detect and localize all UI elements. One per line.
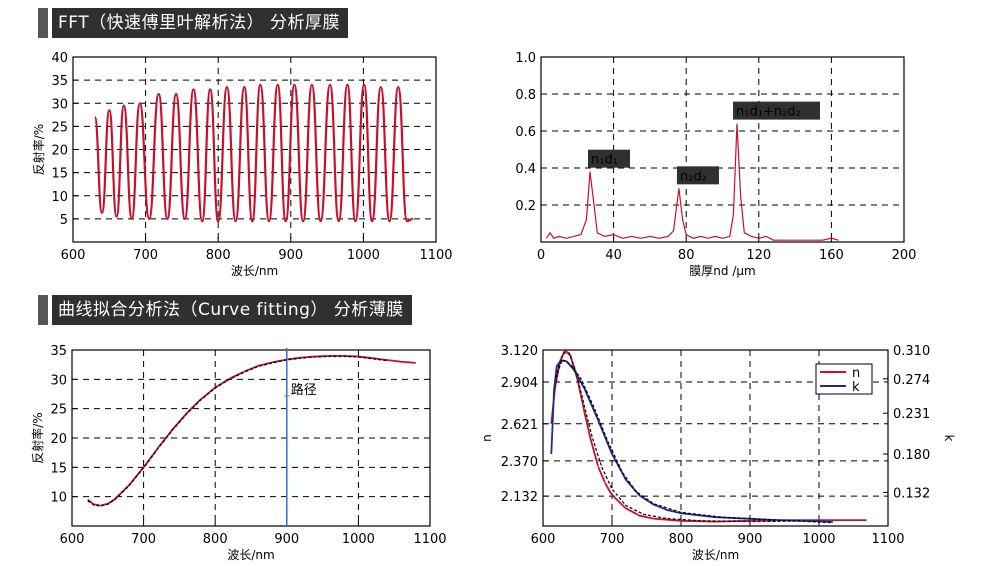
y-tick-label: 20 [51, 144, 68, 159]
x-tick-label: 800 [206, 248, 231, 263]
section-header-curve-fit: 曲线拟合分析法（Curve fitting） 分析薄膜 [38, 295, 452, 325]
y-right-tick-label: 0.180 [893, 448, 930, 463]
peak-annotation-label: n₂d₂ [680, 169, 707, 184]
y-tick-label: 25 [50, 403, 67, 418]
series-line-measured [87, 354, 416, 507]
peak-annotation-label: n₁d₁ [591, 153, 618, 168]
x-tick-label: 1000 [342, 532, 375, 547]
x-tick-label: 1100 [413, 532, 446, 547]
x-tick-label: 600 [60, 532, 85, 547]
y-tick-label: 35 [51, 74, 68, 89]
y-tick-label: 2.370 [501, 455, 538, 470]
y-tick-label: 0.8 [515, 88, 536, 103]
y-right-axis-label: k [942, 435, 956, 442]
x-tick-label: 1000 [802, 532, 835, 547]
y-tick-label: 10 [50, 491, 67, 506]
cursor-label: 路径 [291, 382, 317, 398]
series-line-undefined [545, 123, 839, 241]
x-tick-label: 900 [278, 248, 303, 263]
peak-annotation-box [676, 166, 719, 185]
y-tick-label: 0.6 [515, 125, 536, 140]
x-tick-label: 160 [819, 248, 844, 263]
x-tick-label: 1100 [871, 532, 904, 547]
y-right-tick-label: 0.231 [893, 407, 930, 422]
x-tick-label: 700 [131, 532, 156, 547]
series-line-reflectance [93, 83, 413, 223]
y-right-tick-label: 0.132 [893, 486, 930, 501]
y-tick-label: 5 [60, 213, 68, 228]
x-axis-label: 波长/nm [692, 548, 739, 562]
header-accent-bar [38, 295, 48, 325]
x-tick-label: 900 [274, 532, 299, 547]
header-accent-bar [38, 8, 48, 38]
x-tick-label: 600 [61, 248, 86, 263]
x-tick-label: 700 [133, 248, 158, 263]
y-tick-label: 0.2 [515, 199, 536, 214]
y-tick-label: 40 [51, 51, 68, 66]
y-tick-label: 30 [51, 97, 68, 112]
x-tick-label: 1000 [347, 248, 380, 263]
x-tick-label: 40 [605, 248, 622, 263]
series-line-fit [87, 355, 388, 507]
series-line-n [550, 348, 867, 523]
y-tick-label: 20 [50, 432, 67, 447]
x-axis-label: 波长/nm [227, 548, 274, 562]
section-header-fft: FFT（快速傅里叶解析法） 分析厚膜 [38, 8, 388, 38]
y-right-tick-label: 0.274 [893, 373, 930, 388]
plot-frame [542, 349, 889, 527]
x-tick-label: 80 [678, 248, 695, 263]
y-tick-label: 0.4 [515, 162, 536, 177]
plot-frame [540, 56, 905, 243]
y-tick-label: 15 [51, 167, 68, 182]
y-tick-label: 2.132 [501, 490, 538, 505]
x-tick-label: 1100 [419, 248, 452, 263]
x-axis-label: 波长/nm [231, 264, 278, 278]
y-tick-label: 35 [50, 344, 67, 359]
y-tick-label: 1.0 [515, 51, 536, 66]
y-tick-label: 2.621 [501, 418, 538, 433]
x-tick-label: 120 [746, 248, 771, 263]
chart-fft-spectrum: 0 40 80 120 160 200 0.2 0.4 0.6 0.8 1.0 膜厚nd /μm n₁d… [515, 51, 916, 278]
chart-nk-dispersion: 600 700 800 900 1000 1100 2.132 2.370 2.621 2.904… [480, 344, 956, 562]
x-tick-label: 600 [531, 532, 556, 547]
section-title-fft: FFT（快速傅里叶解析法） 分析厚膜 [52, 8, 349, 38]
x-axis-label: 膜厚nd /μm [689, 264, 755, 278]
legend-box [815, 363, 873, 395]
y-right-tick-label: 0.310 [893, 344, 930, 359]
y-tick-label: 2.904 [501, 376, 538, 391]
x-tick-label: 0 [537, 248, 545, 263]
y-tick-label: 10 [51, 190, 68, 205]
series-line-k-fit [554, 359, 833, 524]
legend-label: k [852, 380, 860, 395]
section-title-curve-fit: 曲线拟合分析法（Curve fitting） 分析薄膜 [52, 295, 412, 325]
y-axis-label: n [480, 434, 494, 442]
peak-annotation-box [588, 149, 631, 168]
chart-curve-fit-reflectance: 600 700 800 900 1000 1100 10 15 20 25 30 35 波长/nm 反射率… [30, 344, 447, 562]
peak-annotation-label: n₁d₁+n₂d₂ [736, 105, 801, 120]
y-tick-label: 15 [50, 461, 67, 476]
y-tick-label: 25 [51, 120, 68, 135]
y-tick-label: 3.120 [501, 344, 538, 359]
chart-fft-reflectance: 600 700 800 900 1000 1100 5 10 15 20 25 30 35 40 波长/nm… [31, 51, 453, 278]
x-tick-label: 700 [600, 532, 625, 547]
x-tick-label: 900 [738, 532, 763, 547]
y-axis-label: 反射率/% [30, 412, 45, 463]
y-axis-label: 反射率/% [31, 124, 46, 175]
legend-label: n [852, 366, 860, 381]
x-tick-label: 800 [669, 532, 694, 547]
x-tick-label: 800 [203, 532, 228, 547]
series-line-n-fit [552, 352, 820, 523]
y-tick-label: 30 [50, 373, 67, 388]
peak-annotation-box [733, 101, 821, 120]
x-tick-label: 200 [892, 248, 917, 263]
